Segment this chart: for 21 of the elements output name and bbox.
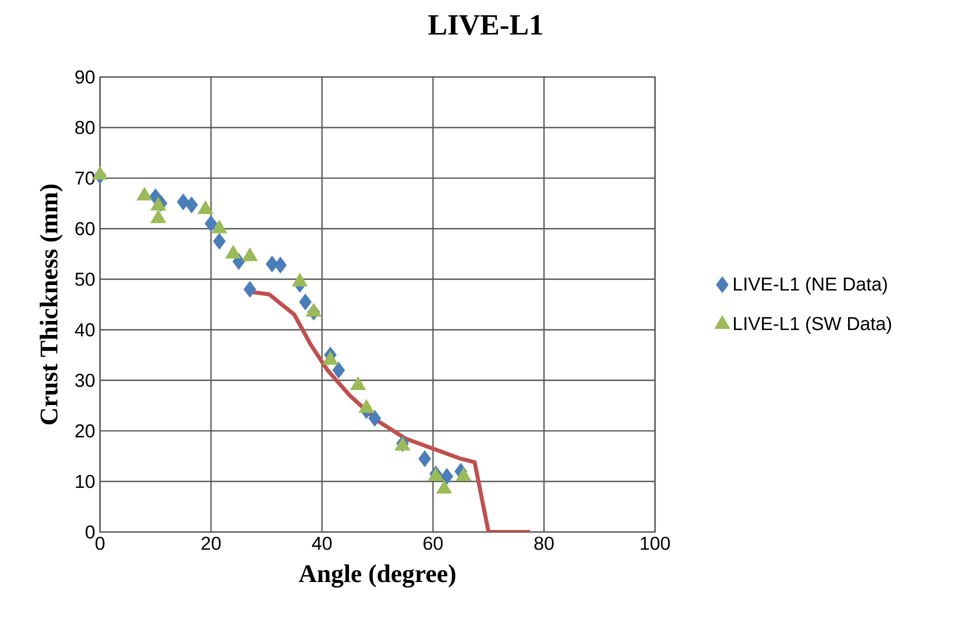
y-tick-label: 20 [75,424,95,438]
y-tick-label: 60 [75,222,95,236]
y-tick-label: 30 [75,374,95,387]
legend-label: LIVE-L1 (SW Data) [734,316,892,334]
y-axis-title: Crust Thickness (mm) [40,184,63,424]
y-tick-label: 70 [75,171,95,185]
y-tick-label: 40 [74,323,95,336]
chart-title: LIVE-L1 [428,15,542,35]
x-tick-label: 40 [312,536,332,550]
y-tick-label: 90 [75,70,95,84]
y-tick-label: 0 [86,525,95,539]
x-tick-label: 20 [202,536,221,550]
legend-label: LIVE-L1 (NE Data) [734,276,887,294]
y-tick-label: 80 [75,120,95,134]
y-tick-label: 10 [76,474,95,488]
x-axis-title: Angle (degree) [298,564,456,588]
x-tick-label: 0 [96,536,104,550]
x-tick-label: 60 [424,536,443,550]
x-tick-label: 100 [640,536,670,550]
x-tick-label: 80 [534,536,554,550]
y-tick-label: 50 [75,272,95,286]
